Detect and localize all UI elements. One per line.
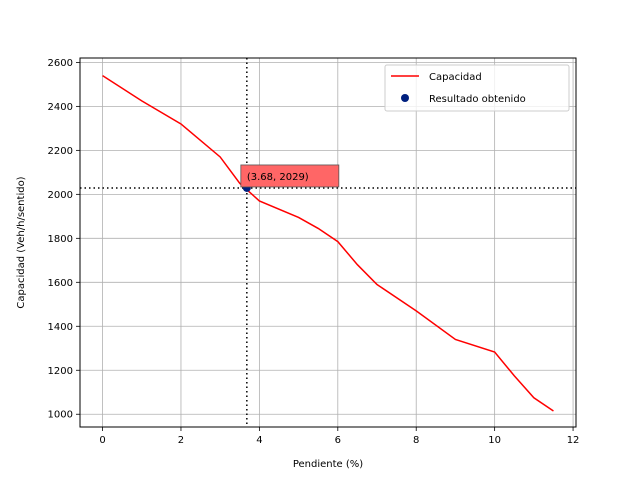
x-tick-label: 6 — [335, 435, 341, 446]
x-tick-label: 0 — [99, 435, 105, 446]
y-tick-label: 1200 — [48, 366, 73, 377]
y-axis-ticks: 1000 1200 1400 1600 1800 2000 2200 2400 2600 — [48, 58, 80, 421]
annotation-label: (3.68, 2029) — [247, 172, 309, 183]
x-axis-ticks: 0 2 4 6 8 10 12 — [99, 427, 579, 446]
legend-box — [384, 64, 570, 112]
y-tick-label: 1000 — [48, 410, 73, 421]
x-tick-label: 4 — [256, 435, 262, 446]
y-tick-label: 2000 — [48, 190, 73, 201]
y-tick-label: 2200 — [48, 146, 73, 157]
x-axis-label: Pendiente (%) — [293, 459, 363, 470]
legend-entry-capacidad: Capacidad — [429, 72, 482, 83]
y-tick-label: 2600 — [48, 58, 73, 69]
y-tick-label: 1600 — [48, 278, 73, 289]
series-line-capacidad — [102, 74, 554, 412]
reference-lines — [80, 58, 576, 427]
y-tick-label: 1800 — [48, 234, 73, 245]
x-tick-label: 12 — [567, 435, 580, 446]
legend-entry-resultado: Resultado obtenido — [429, 94, 526, 105]
plot-frame — [79, 57, 577, 428]
legend: Capacidad Resultado obtenido — [384, 64, 570, 112]
legend-marker-swatch — [401, 94, 409, 102]
annotation-box — [240, 164, 340, 188]
x-tick-label: 2 — [178, 435, 184, 446]
y-tick-label: 1400 — [48, 322, 73, 333]
y-axis-label: Capacidad (Veh/h/sentido) — [16, 176, 27, 308]
annotation: (3.68, 2029) — [240, 164, 340, 188]
x-tick-label: 8 — [413, 435, 419, 446]
y-tick-label: 2400 — [48, 102, 73, 113]
x-tick-label: 10 — [488, 435, 501, 446]
grid-lines — [80, 58, 576, 427]
series-layer — [102, 74, 554, 412]
